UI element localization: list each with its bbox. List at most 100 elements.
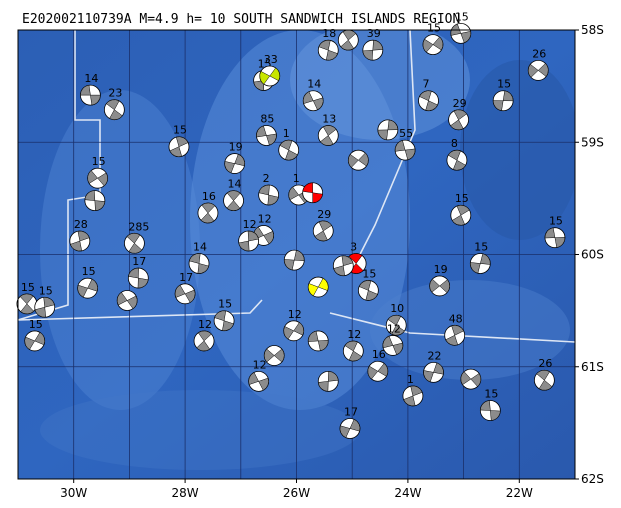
compressional-quadrant <box>302 91 314 104</box>
focal-mechanism: 15 <box>422 22 444 55</box>
compressional-quadrant <box>201 202 216 214</box>
compressional-quadrant <box>492 100 504 111</box>
compressional-quadrant <box>367 365 379 380</box>
compressional-quadrant <box>293 322 304 336</box>
depth-label: 2 <box>263 172 270 185</box>
depth-label: 15 <box>455 192 469 205</box>
compressional-quadrant <box>536 370 550 381</box>
compressional-quadrant <box>453 109 468 121</box>
focal-mechanism <box>84 190 106 212</box>
depth-label: 15 <box>39 284 53 297</box>
focal-mechanism: 14 <box>223 178 244 212</box>
depth-label: 19 <box>229 141 243 154</box>
depth-label: 29 <box>453 97 467 110</box>
compressional-quadrant <box>226 200 241 211</box>
focal-mechanism: 17 <box>339 405 361 439</box>
compressional-quadrant <box>357 152 369 167</box>
depth-label: 12 <box>387 322 401 335</box>
depth-label: 1 <box>407 373 414 386</box>
compressional-quadrant <box>433 362 444 375</box>
compressional-quadrant <box>234 153 245 167</box>
depth-label: 26 <box>532 47 546 60</box>
focal-mechanism: 12 <box>382 322 404 356</box>
focal-mechanism: 12 <box>238 218 259 252</box>
compressional-quadrant <box>106 99 120 111</box>
compressional-quadrant <box>109 109 123 120</box>
depth-label: 12 <box>253 358 267 371</box>
focal-mechanism: 1 <box>402 373 424 407</box>
focal-mechanism: 15 <box>24 318 46 352</box>
compressional-quadrant <box>308 283 319 297</box>
compressional-quadrant <box>460 371 472 386</box>
compressional-quadrant <box>403 395 416 407</box>
depth-label: 3 <box>350 240 357 253</box>
compressional-quadrant <box>322 125 337 136</box>
depth-label: 15 <box>474 240 488 253</box>
compressional-quadrant <box>253 80 265 91</box>
focal-mechanism: 14 <box>80 72 101 106</box>
focal-mechanism: 15 <box>77 265 99 299</box>
compressional-quadrant <box>248 372 259 385</box>
focal-mechanism <box>377 119 399 141</box>
compressional-quadrant <box>339 425 351 438</box>
compressional-quadrant <box>348 350 363 362</box>
compressional-quadrant <box>197 330 212 342</box>
compressional-quadrant <box>445 334 459 346</box>
compressional-quadrant <box>528 63 539 78</box>
focal-mechanism: 8 <box>446 137 468 171</box>
compressional-quadrant <box>312 192 323 204</box>
compressional-quadrant <box>318 220 332 232</box>
depth-label: 8 <box>451 137 458 150</box>
y-tick-label: 58S <box>581 23 604 37</box>
depth-label: 12 <box>243 218 257 231</box>
focal-mechanism: 13 <box>317 113 339 146</box>
compressional-quadrant <box>382 335 394 349</box>
focal-mechanism: 15 <box>34 284 56 318</box>
compressional-quadrant <box>197 263 209 274</box>
depth-label: 15 <box>82 265 96 278</box>
depth-label: 285 <box>128 220 149 233</box>
compressional-quadrant <box>425 100 438 111</box>
compressional-quadrant <box>318 39 331 51</box>
compressional-quadrant <box>429 278 441 293</box>
compressional-quadrant <box>320 135 334 146</box>
y-tick-label: 61S <box>581 360 604 374</box>
compressional-quadrant <box>196 340 211 352</box>
depth-label: 15 <box>455 10 469 23</box>
compressional-quadrant <box>269 67 281 82</box>
focal-mechanism <box>263 345 285 366</box>
depth-label: 18 <box>322 27 336 40</box>
depth-label: 15 <box>484 388 498 401</box>
focal-mechanism: 2 <box>258 172 280 206</box>
compressional-quadrant <box>451 214 466 226</box>
focal-mechanism: 28 <box>69 218 91 252</box>
compressional-quadrant <box>307 330 319 342</box>
compressional-quadrant <box>358 280 372 291</box>
map-title: E202002110739A M=4.9 h= 10 SOUTH SANDWIC… <box>22 12 460 27</box>
depth-label: 23 <box>108 87 122 100</box>
compressional-quadrant <box>419 90 432 102</box>
compressional-quadrant <box>554 237 566 248</box>
depth-label: 12 <box>347 328 361 341</box>
focal-mechanism: 16 <box>367 348 389 382</box>
depth-label: 10 <box>390 302 404 315</box>
compressional-quadrant <box>325 49 338 61</box>
compressional-quadrant <box>450 119 464 131</box>
focal-mechanism: 15 <box>450 10 472 44</box>
compressional-quadrant <box>318 381 329 392</box>
compressional-quadrant <box>247 230 259 242</box>
compressional-quadrant <box>404 148 416 161</box>
depth-label: 12 <box>198 318 212 331</box>
compressional-quadrant <box>422 38 434 53</box>
compressional-quadrant <box>341 255 354 267</box>
compressional-quadrant <box>238 240 250 252</box>
compressional-quadrant <box>128 242 143 254</box>
focal-mechanism: 15 <box>357 267 379 301</box>
focal-mechanism: 17 <box>174 271 196 305</box>
compressional-quadrant <box>365 290 378 301</box>
depth-label: 17 <box>344 405 358 418</box>
compressional-quadrant <box>340 39 355 51</box>
compressional-quadrant <box>460 30 472 44</box>
focal-mechanism: 19 <box>429 263 451 297</box>
compressional-quadrant <box>317 339 329 352</box>
